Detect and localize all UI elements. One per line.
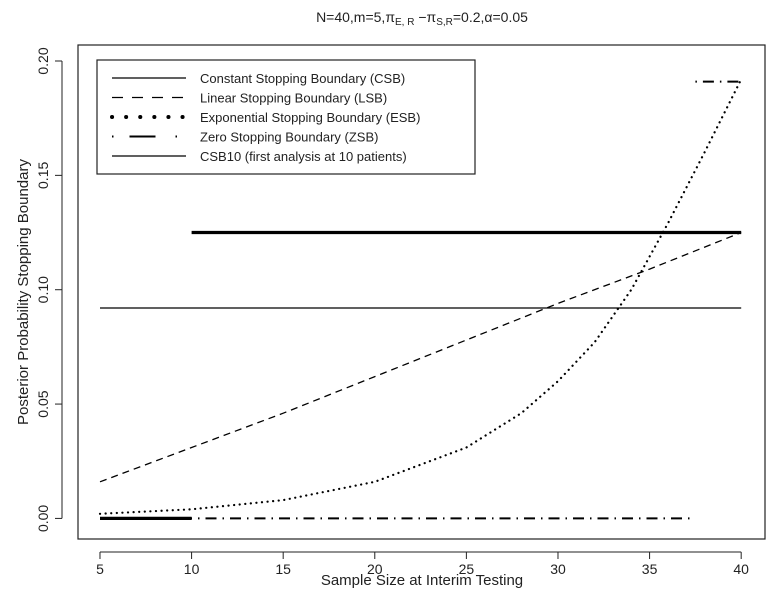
y-tick-label: 0.15 xyxy=(35,162,51,189)
title-suffix: =0.2,α=0.05 xyxy=(453,9,528,25)
axes: 5 10 15 20 25 30 35 40 0.00 0.05 0.10 0.15 0.20 xyxy=(35,47,749,577)
y-tick-label: 0.10 xyxy=(35,276,51,303)
legend-label: Linear Stopping Boundary (LSB) xyxy=(200,91,387,106)
x-tick-label: 5 xyxy=(96,561,104,577)
title-pi-2: π xyxy=(427,9,437,25)
x-tick-label: 20 xyxy=(367,561,383,577)
title-pi-1: π xyxy=(385,9,395,25)
x-tick-label: 25 xyxy=(459,561,475,577)
y-tick-label: 0.20 xyxy=(35,47,51,74)
y-tick-label: 0.05 xyxy=(35,390,51,417)
series-line-linear-stopping-boundary-lsb xyxy=(99,231,742,483)
legend-box xyxy=(96,59,476,175)
legend-label: Exponential Stopping Boundary (ESB) xyxy=(200,110,420,125)
legend-label: CSB10 (first analysis at 10 patients) xyxy=(200,149,407,164)
plot-frame xyxy=(77,44,766,540)
title-subscript-2: S,R xyxy=(436,17,453,28)
legend-label: Zero Stopping Boundary (ZSB) xyxy=(200,130,378,145)
x-tick-label: 10 xyxy=(184,561,200,577)
y-tick-label: 0.00 xyxy=(35,505,51,532)
title-subscript-1: E, R xyxy=(395,17,414,28)
x-tick-label: 40 xyxy=(733,561,749,577)
y-axis-label: Posterior Probability Stopping Boundary xyxy=(15,159,32,425)
x-tick-label: 15 xyxy=(275,561,291,577)
legend: Constant Stopping Boundary (CSB) Linear S… xyxy=(96,59,476,175)
title-minus: − xyxy=(414,9,426,25)
legend-label: Constant Stopping Boundary (CSB) xyxy=(200,71,405,86)
series-line-exponential-stopping-boundary-esb xyxy=(98,78,743,515)
x-tick-label: 35 xyxy=(642,561,658,577)
x-axis-label: Sample Size at Interim Testing xyxy=(321,572,523,589)
x-tick-label: 30 xyxy=(550,561,566,577)
chart-title: N=40,m=5,πE, R −πS,R=0.2,α=0.05 xyxy=(316,9,528,28)
title-prefix: N=40,m=5, xyxy=(316,9,385,25)
series-layer xyxy=(98,78,743,521)
